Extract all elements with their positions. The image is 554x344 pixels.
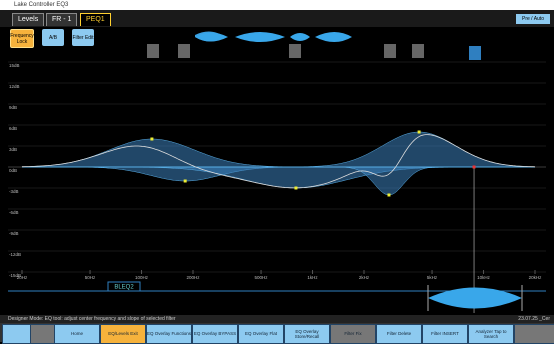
bottom-button[interactable]: EQ Overlay Functions <box>146 324 192 344</box>
x-tick-label: 1kHz <box>307 275 318 280</box>
bottom-button[interactable]: EQ/Levels Exit <box>100 324 146 344</box>
x-tick-label: 50Hz <box>85 275 96 280</box>
y-tick-label: -9dB <box>9 231 19 236</box>
toolbar-button[interactable]: Frequency Lock <box>10 29 34 48</box>
filter-marker[interactable] <box>472 165 476 169</box>
x-tick-label: 20kHz <box>529 275 543 280</box>
filter-marker[interactable] <box>294 186 298 190</box>
bottom-button[interactable]: Analyzer Tap to Search <box>468 324 514 344</box>
status-date: 23.07.25 _Cer <box>518 316 550 322</box>
bottom-button[interactable]: Filter INSERT <box>422 324 468 344</box>
bottom-button[interactable]: EQ Overlay BYPASS <box>192 324 238 344</box>
y-tick-label: -12dB <box>9 252 21 257</box>
tab[interactable]: FR - 1 <box>46 13 78 26</box>
y-tick-label: 3dB <box>9 147 17 152</box>
y-tick-label: 12dB <box>9 84 20 89</box>
x-tick-label: 10kHz <box>477 275 491 280</box>
mode-button[interactable]: Pre / Auto <box>516 14 550 24</box>
y-tick-label: -15dB <box>9 273 21 278</box>
x-tick-label: 500Hz <box>255 275 269 280</box>
y-tick-label: 15dB <box>9 63 20 68</box>
tab[interactable]: Levels <box>12 13 45 26</box>
filter-boxes <box>147 44 481 60</box>
filter-marker[interactable] <box>417 130 421 134</box>
tab[interactable]: PEQ1 <box>80 13 111 26</box>
bottom-button[interactable]: EQ Overlay Store/Recall <box>284 324 330 344</box>
status-message: Designer Mode: EQ tool: adjust center fr… <box>8 316 176 322</box>
eq-display: 15dB 12dB 9dB 6dB 3dB 0dB -3dB -6dB -9dB -12dB -15… <box>8 31 546 313</box>
filter-marker[interactable] <box>150 137 154 141</box>
filter-marker[interactable] <box>183 179 187 183</box>
bottom-button[interactable]: Filter Delete <box>376 324 422 344</box>
y-tick-label: 9dB <box>9 105 17 110</box>
filter-preview <box>428 287 522 309</box>
bottom-button[interactable]: Home <box>54 324 100 344</box>
toolbar-button[interactable]: Filter Edit <box>72 29 94 46</box>
toolbar-button[interactable]: A/B <box>42 29 64 46</box>
x-tick-label: 5kHz <box>427 275 438 280</box>
y-tick-label: 0dB <box>9 168 17 173</box>
title-bar: Lake Controller EQ3 <box>0 0 554 10</box>
filter-area <box>22 166 535 189</box>
nav-button <box>514 324 554 344</box>
x-tick-label: 2kHz <box>359 275 370 280</box>
y-tick-label: 6dB <box>9 126 17 131</box>
x-tick-label: 100Hz <box>135 275 149 280</box>
status-bar: Designer Mode: EQ tool: adjust center fr… <box>0 315 554 323</box>
lower-tab[interactable]: BLEQ2 <box>114 285 134 291</box>
y-tick-label: -3dB <box>9 189 19 194</box>
filter-marker[interactable] <box>387 193 391 197</box>
overview-shape <box>195 32 352 42</box>
sum-curve <box>22 134 536 189</box>
x-tick-label: 200Hz <box>186 275 200 280</box>
y-tick-label: -6dB <box>9 210 19 215</box>
bottom-button[interactable]: Filter Fix <box>330 324 376 344</box>
bottom-button[interactable]: EQ Overlay Flat <box>238 324 284 344</box>
x-tick-label: 20Hz <box>17 275 28 280</box>
tab-bar: Levels FR - 1 PEQ1 Pre / Auto <box>0 10 554 27</box>
